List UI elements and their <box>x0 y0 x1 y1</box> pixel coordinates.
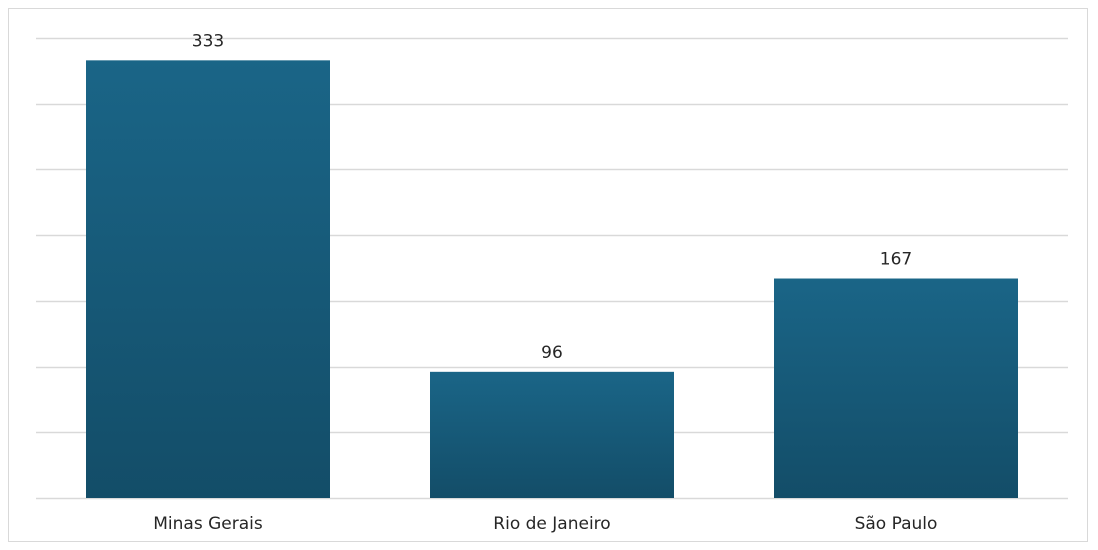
x-tick-label: São Paulo <box>855 514 938 534</box>
x-tick-label: Minas Gerais <box>153 514 263 534</box>
data-labels: 333 96 167 <box>192 31 912 362</box>
bar-minas-gerais <box>86 60 330 498</box>
bar-s-o-paulo <box>774 278 1018 498</box>
bar-rio-de-janeiro <box>430 371 674 498</box>
data-label: 333 <box>192 31 224 51</box>
data-label: 96 <box>541 343 563 363</box>
x-axis-labels: Minas Gerais Rio de Janeiro São Paulo <box>153 514 937 534</box>
data-label: 167 <box>880 250 912 270</box>
x-tick-label: Rio de Janeiro <box>493 514 610 534</box>
bars <box>86 60 1018 498</box>
